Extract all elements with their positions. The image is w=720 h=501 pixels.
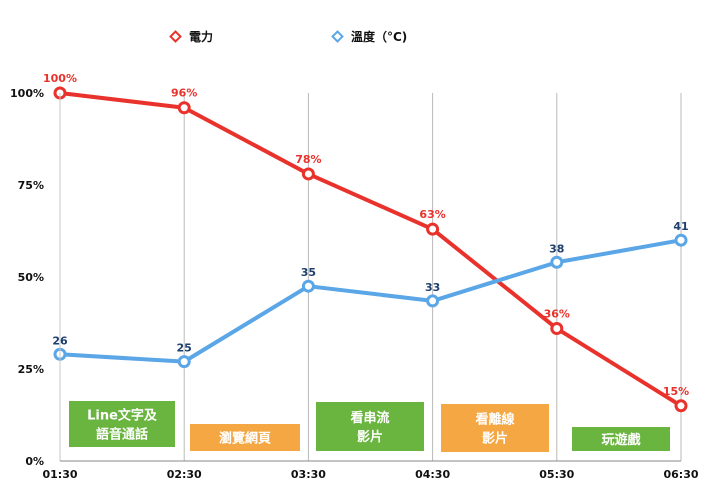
data-label: 78%	[295, 153, 321, 166]
activity-label: Line文字及	[87, 408, 158, 424]
legend: 電力 溫度（°C)	[169, 29, 407, 44]
data-point	[550, 255, 564, 269]
data-point	[177, 355, 191, 369]
activity-box	[316, 402, 424, 451]
data-point	[301, 279, 315, 293]
activity-box	[572, 427, 670, 451]
data-label: 100%	[43, 72, 77, 85]
data-label: 38	[549, 242, 564, 255]
activity-label: 瀏覽網頁	[219, 431, 271, 447]
x-tick-label: 02:30	[167, 468, 202, 481]
data-point	[301, 167, 315, 181]
y-tick-label: 75%	[18, 179, 44, 192]
activity-label: 語音通話	[96, 427, 148, 443]
data-point	[550, 322, 564, 336]
data-label: 25	[177, 342, 192, 355]
y-tick-label: 50%	[18, 271, 44, 284]
legend-marker	[331, 30, 344, 43]
legend-marker	[169, 30, 182, 43]
legend-label: 電力	[189, 29, 213, 44]
series-line	[58, 238, 683, 364]
x-tick-label: 05:30	[539, 468, 574, 481]
y-tick-label: 100%	[10, 87, 44, 100]
activity-box	[69, 401, 175, 447]
axes: 0% 25% 50% 75% 100% 01:30 02:30 03:30 04:30 05:30…	[10, 87, 699, 481]
data-label: 63%	[419, 208, 445, 221]
x-tick-label: 01:30	[42, 468, 77, 481]
data-label: 33	[425, 281, 440, 294]
activity-label: 影片	[357, 429, 383, 445]
activity-box	[441, 404, 549, 452]
data-label: 35	[301, 266, 316, 279]
y-tick-label: 0%	[25, 455, 44, 468]
activity-label: 看離線	[475, 412, 515, 428]
x-tick-label: 06:30	[663, 468, 698, 481]
data-label: 15%	[663, 385, 689, 398]
data-point	[426, 294, 440, 308]
grid-lines	[183, 93, 682, 461]
series-line	[58, 91, 683, 408]
x-tick-label: 04:30	[415, 468, 450, 481]
data-label: 96%	[171, 87, 197, 100]
data-point	[426, 222, 440, 236]
data-point	[177, 101, 191, 115]
legend-label: 溫度（°C)	[351, 29, 407, 44]
data-point	[674, 399, 688, 413]
activity-label: 影片	[482, 431, 508, 447]
activity-label: 看串流	[350, 410, 389, 426]
data-label: 36%	[544, 308, 570, 321]
activity-box	[190, 424, 300, 451]
data-label: 41	[673, 220, 688, 233]
x-tick-label: 03:30	[291, 468, 326, 481]
activity-label: 玩遊戲	[601, 432, 641, 448]
data-point	[674, 233, 688, 247]
y-tick-label: 25%	[18, 363, 44, 376]
